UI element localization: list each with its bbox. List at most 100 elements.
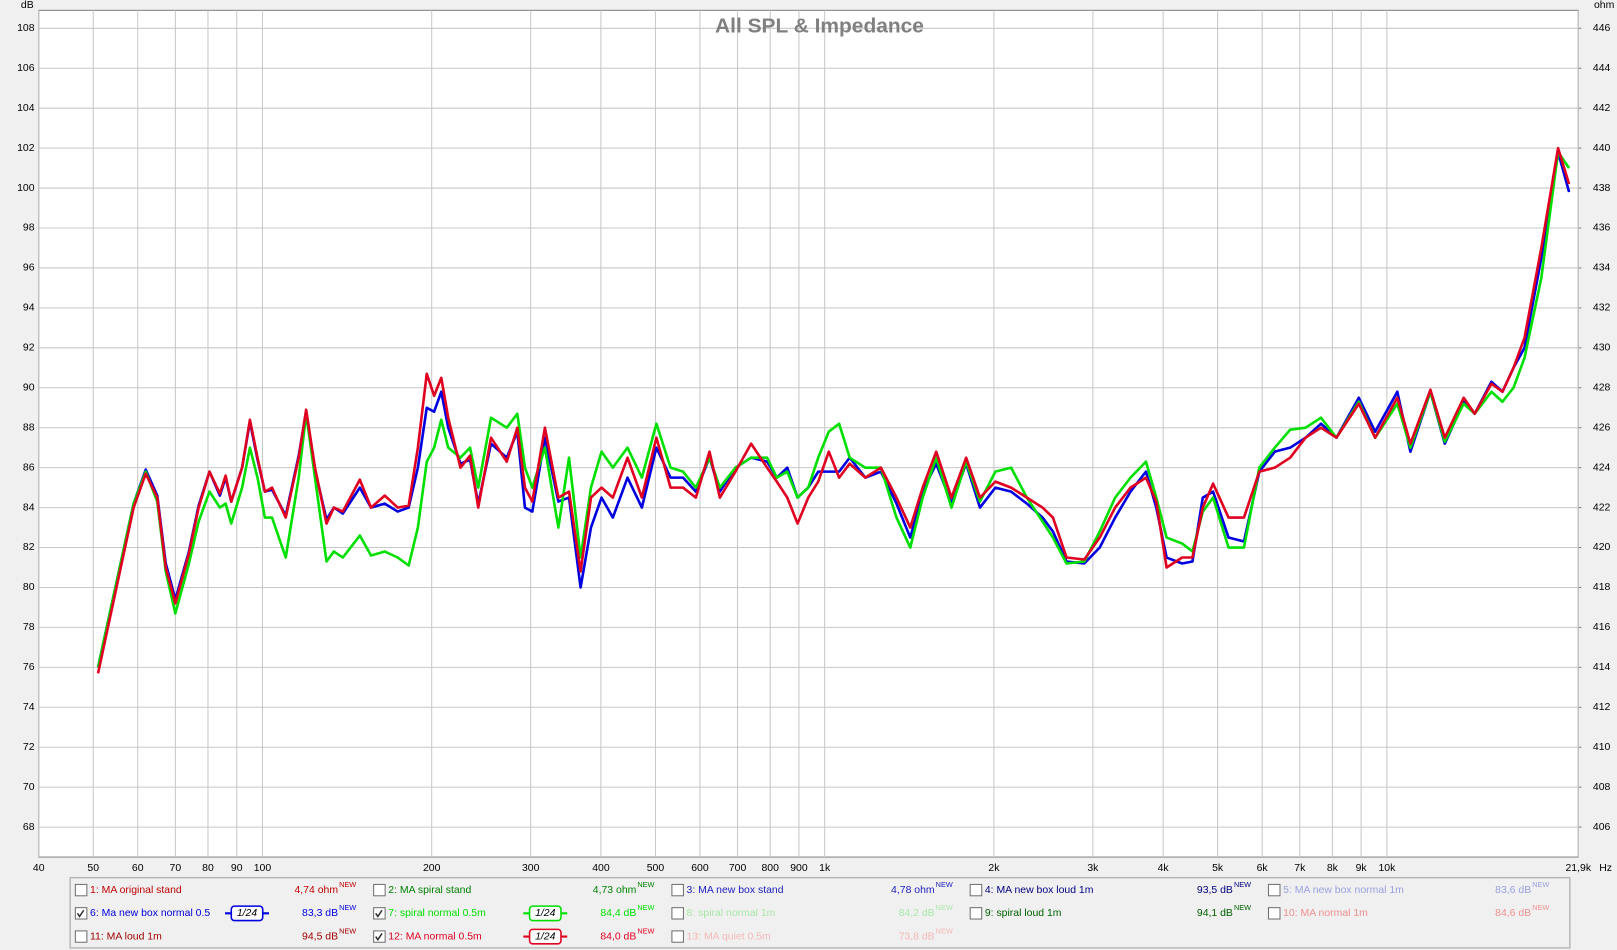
chart-title: All SPL & Impedance [715, 14, 924, 37]
series-line [96, 146, 1571, 674]
y-tick-label: 100 [17, 183, 35, 194]
smoothing-box[interactable] [528, 928, 562, 945]
y2-tick-label: 430 [1593, 343, 1611, 354]
y2-tick-label: 428 [1593, 383, 1611, 394]
checkbox[interactable] [969, 907, 983, 920]
y-tick-label: 86 [23, 462, 35, 473]
y-tick-label: 106 [17, 63, 35, 74]
legend-label[interactable]: 10: MA normal 1m [1283, 908, 1368, 919]
legend-label[interactable]: 6: Ma new box normal 0.5 [90, 908, 210, 919]
checkbox[interactable] [74, 883, 88, 897]
y-tick-label: 74 [23, 702, 35, 713]
x-tick-label: 400 [592, 863, 610, 874]
y2-tick-label: 446 [1593, 23, 1611, 34]
legend-label[interactable]: 4: MA new box loud 1m [985, 885, 1094, 896]
legend-badge: NEW [637, 926, 654, 935]
x-tick-label: 5k [1212, 863, 1224, 874]
x-tick-label: 40 [33, 863, 45, 874]
legend-badge: NEW [339, 926, 356, 935]
lines [96, 146, 1571, 674]
legend-label[interactable]: 13: MA quiet 0.5m [687, 931, 771, 942]
legend-reading: 94,1 dB [1197, 908, 1233, 919]
legend-badge: NEW [936, 903, 953, 912]
legend-label[interactable]: 7: spiral normal 0.5m [388, 908, 486, 919]
y-tick-label: 78 [23, 622, 35, 633]
legend-reading: 93,5 dB [1197, 885, 1233, 896]
legend-reading: 94,5 dB [302, 931, 338, 942]
x-tick-label: 100 [254, 863, 272, 874]
x-tick-label: 50 [87, 863, 99, 874]
y-tick-label: 68 [23, 822, 35, 833]
legend-reading: 73,8 dB [899, 931, 935, 942]
checkbox[interactable] [74, 930, 88, 943]
x-tick-label: 600 [691, 863, 709, 874]
y2-tick-label: 442 [1593, 103, 1611, 114]
x-tick-label: 8k [1327, 863, 1339, 874]
smoothing-label: 1/24 [535, 908, 556, 919]
y2-tick-label: 422 [1593, 502, 1611, 513]
legend-badge: NEW [1234, 880, 1251, 889]
legend-reading: 84,6 dB [1495, 908, 1531, 919]
y-axis-unit: dB [21, 0, 34, 11]
x-tick-label: 9k [1356, 863, 1368, 874]
y-tick-label: 80 [23, 582, 35, 593]
y2-tick-label: 432 [1593, 303, 1611, 314]
y2-tick-label: 418 [1593, 582, 1611, 593]
y2-tick-label: 438 [1593, 183, 1611, 194]
checkbox[interactable] [671, 930, 684, 943]
legend-label[interactable]: 3: MA new box stand [687, 885, 784, 896]
legend-badge: NEW [339, 903, 356, 912]
x-tick-label: 70 [170, 863, 182, 874]
y-tick-label: 76 [23, 662, 35, 673]
legend-label[interactable]: 8: spiral normal 1m [687, 908, 776, 919]
x-tick-label: 60 [132, 863, 144, 874]
checkbox[interactable] [373, 883, 386, 897]
legend-label[interactable]: 1: MA original stand [90, 885, 182, 896]
x-axis-unit: Hz [1599, 863, 1612, 874]
legend-label[interactable]: 12: MA normal 0.5m [388, 931, 481, 942]
y-tick-label: 98 [23, 223, 35, 234]
legend-badge: NEW [637, 880, 654, 889]
y-tick-label: 72 [23, 742, 35, 753]
x-tick-label: 4k [1158, 863, 1170, 874]
legend-badge: NEW [1532, 903, 1549, 912]
legend-badge: NEW [637, 903, 654, 912]
y-tick-label: 94 [23, 303, 35, 314]
legend-label[interactable]: 5: MA new box normal 1m [1283, 885, 1404, 896]
y-tick-label: 90 [23, 383, 35, 394]
x-tick-label: 500 [647, 863, 665, 874]
plot-area [38, 9, 1579, 858]
y-tick-label: 104 [17, 103, 35, 114]
x-tick-label: 80 [202, 863, 214, 874]
y2-tick-label: 412 [1593, 702, 1611, 713]
x-tick-label: 300 [522, 863, 540, 874]
checkbox[interactable] [1267, 883, 1281, 897]
y2-tick-label: 444 [1593, 63, 1611, 74]
y2-tick-label: 420 [1593, 542, 1611, 553]
smoothing-label: 1/24 [237, 908, 258, 919]
smoothing-box[interactable] [230, 905, 264, 922]
x-tick-label: 21,9k [1565, 863, 1591, 874]
checkbox[interactable] [671, 907, 684, 920]
checkbox[interactable] [969, 883, 983, 897]
checkbox[interactable] [671, 883, 684, 897]
smoothing-label: 1/24 [535, 931, 556, 942]
legend-label[interactable]: 9: spiral loud 1m [985, 908, 1062, 919]
y2-tick-label: 440 [1593, 143, 1611, 154]
legend-reading: 4,74 ohm [294, 885, 338, 896]
checkbox[interactable] [1267, 907, 1281, 920]
x-tick-label: 200 [423, 863, 441, 874]
legend-reading: 83,6 dB [1495, 885, 1531, 896]
y2-tick-label: 426 [1593, 422, 1611, 433]
smoothing-box[interactable] [528, 905, 562, 922]
y-tick-label: 96 [23, 263, 35, 274]
legend-reading: 84,0 dB [600, 931, 636, 942]
legend-label[interactable]: 2: MA spiral stand [388, 885, 471, 896]
legend-badge: NEW [1532, 880, 1549, 889]
x-tick-label: 90 [231, 863, 243, 874]
y2-tick-label: 414 [1593, 662, 1611, 673]
legend-label[interactable]: 11: MA loud 1m [90, 931, 162, 942]
y-tick-label: 82 [23, 542, 35, 553]
checkmark [375, 933, 383, 942]
